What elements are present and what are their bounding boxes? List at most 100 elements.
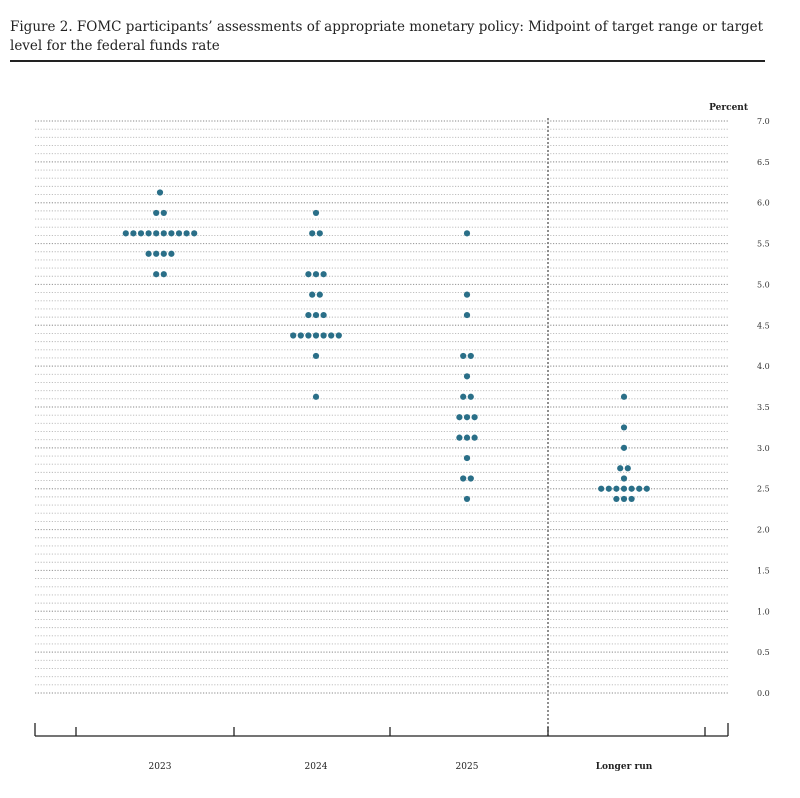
- x-category-label: 2024: [305, 762, 328, 772]
- participant-dot: [463, 454, 471, 462]
- participant-dot: [643, 485, 650, 492]
- y-tick-label: 6.5: [757, 158, 770, 167]
- y-tick-label: 0.5: [757, 648, 770, 657]
- participant-dot: [156, 189, 164, 196]
- participant-dot: [628, 485, 635, 492]
- participant-dot: [463, 230, 471, 237]
- participant-dot: [160, 209, 167, 217]
- participant-dot: [312, 332, 320, 339]
- participant-dot: [160, 250, 167, 257]
- y-tick-label: 0.0: [757, 689, 770, 698]
- participant-dot: [312, 271, 320, 278]
- participant-dot: [316, 291, 323, 298]
- participant-dot: [613, 485, 620, 492]
- participant-dot: [175, 230, 183, 237]
- participant-dot: [456, 414, 463, 421]
- x-category-label: 2023: [149, 762, 172, 772]
- participant-dot: [290, 332, 297, 339]
- participant-dot: [312, 393, 320, 400]
- participant-dot: [122, 230, 129, 237]
- participant-dot: [153, 250, 160, 257]
- participant-dot: [636, 485, 643, 492]
- participant-dot: [620, 495, 628, 503]
- participant-dot: [460, 352, 467, 360]
- participant-dot: [130, 230, 137, 237]
- y-tick-label: 3.5: [757, 403, 770, 412]
- participant-dots: [122, 189, 650, 503]
- participant-dot: [471, 414, 478, 421]
- participant-dot: [305, 332, 312, 339]
- participant-dot: [467, 352, 474, 360]
- participant-dot: [471, 434, 478, 441]
- participant-dot: [628, 495, 635, 503]
- x-axis-category-labels: 2023 2024 2025 Longer run: [149, 762, 653, 772]
- participant-dot: [168, 230, 175, 237]
- y-tick-label: 5.5: [757, 240, 770, 249]
- participant-dot: [463, 291, 471, 298]
- y-tick-label: 3.0: [757, 444, 770, 453]
- participant-dot: [183, 230, 190, 237]
- participant-dot: [613, 495, 620, 503]
- participant-dot: [456, 434, 463, 441]
- participant-dot: [467, 475, 474, 482]
- participant-dot: [598, 485, 605, 492]
- participant-dot: [463, 495, 471, 503]
- title-rule: [10, 60, 765, 62]
- y-tick-label: 1.0: [757, 607, 770, 616]
- participant-dot: [191, 230, 198, 237]
- participant-dot: [617, 465, 624, 472]
- participant-dot: [463, 414, 471, 421]
- participant-dot: [160, 230, 167, 237]
- participant-dot: [620, 475, 628, 482]
- y-tick-label: 6.0: [757, 199, 770, 208]
- gridlines: [35, 120, 728, 694]
- x-axis: [34, 723, 729, 737]
- participant-dot: [467, 393, 474, 400]
- y-axis-tick-labels: 0.0 0.5 1.0 1.5 2.0 2.5 3.0 3.5 4.0 4.5 5.0 5.5 6.0 6…: [757, 117, 770, 698]
- participant-dot: [160, 271, 167, 278]
- participant-dot: [312, 311, 320, 319]
- participant-dot: [463, 434, 471, 441]
- y-tick-label: 2.5: [757, 485, 770, 494]
- participant-dot: [620, 393, 628, 400]
- figure-title: Figure 2. FOMC participants’ assessments…: [10, 19, 764, 54]
- y-tick-label: 4.0: [757, 362, 770, 371]
- participant-dot: [605, 485, 612, 492]
- y-tick-label: 4.5: [757, 321, 770, 330]
- participant-dot: [145, 230, 152, 237]
- participant-dot: [305, 271, 312, 278]
- participant-dot: [309, 230, 316, 237]
- participant-dot: [624, 465, 631, 472]
- participant-dot: [305, 311, 312, 319]
- participant-dot: [460, 393, 467, 400]
- participant-dot: [312, 352, 320, 360]
- participant-dot: [460, 475, 467, 482]
- participant-dot: [620, 424, 628, 431]
- participant-dot: [153, 209, 160, 217]
- y-tick-label: 5.0: [757, 280, 770, 289]
- participant-dot: [309, 291, 316, 298]
- participant-dot: [168, 250, 175, 257]
- participant-dot: [320, 332, 327, 339]
- participant-dot: [328, 332, 335, 339]
- participant-dot: [145, 250, 152, 257]
- participant-dot: [297, 332, 304, 339]
- x-category-label: Longer run: [596, 762, 653, 772]
- participant-dot: [335, 332, 342, 339]
- participant-dot: [316, 230, 323, 237]
- x-category-label: 2025: [456, 762, 479, 772]
- participant-dot: [312, 209, 320, 217]
- y-tick-label: 1.5: [757, 566, 770, 575]
- participant-dot: [320, 311, 327, 319]
- participant-dot: [463, 311, 471, 319]
- participant-dot: [153, 230, 160, 237]
- participant-dot: [620, 485, 628, 492]
- participant-dot: [137, 230, 145, 237]
- participant-dot: [320, 271, 327, 278]
- y-tick-label: 7.0: [757, 117, 770, 126]
- participant-dot: [153, 271, 160, 278]
- y-axis-label: Percent: [709, 103, 749, 113]
- participant-dot: [620, 444, 628, 451]
- participant-dot: [463, 373, 471, 380]
